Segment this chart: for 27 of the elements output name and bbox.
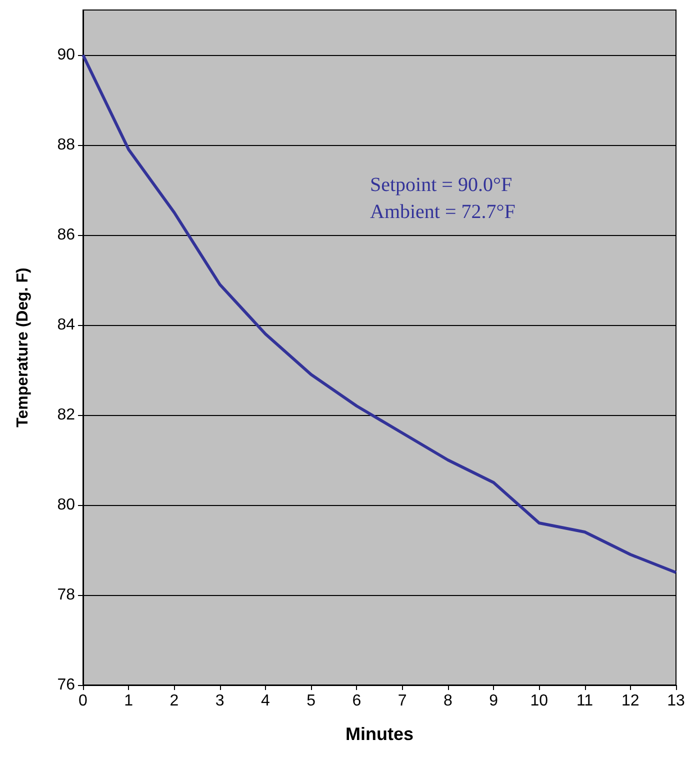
annotation: Setpoint = 90.0°F	[370, 174, 512, 196]
x-tick-label: 1	[124, 692, 134, 710]
x-axis-title: Minutes	[345, 724, 414, 744]
y-tick-label: 84	[57, 316, 76, 334]
y-tick-label: 76	[57, 676, 76, 694]
y-tick-label: 90	[57, 46, 76, 64]
x-tick-label: 6	[352, 692, 362, 710]
y-tick-label: 82	[57, 406, 76, 424]
x-tick-label: 7	[398, 692, 407, 710]
x-tick-label: 0	[78, 692, 88, 710]
x-tick-label: 12	[621, 692, 640, 710]
x-tick-label: 10	[530, 692, 548, 710]
x-tick-label: 4	[261, 692, 270, 710]
x-tick-label: 5	[306, 692, 316, 710]
line-series	[82, 54, 678, 574]
y-axis-title: Temperature (Deg. F)	[14, 268, 32, 428]
x-tick-label: 3	[215, 692, 224, 710]
x-tick-label: 8	[443, 692, 452, 710]
y-tick-label: 88	[57, 136, 76, 154]
x-tick-label: 13	[667, 692, 685, 710]
x-tick-label: 11	[576, 692, 594, 710]
annotation: Ambient = 72.7°F	[370, 201, 516, 223]
y-tick-label: 86	[57, 226, 76, 244]
y-tick-label: 78	[57, 586, 76, 604]
y-tick-label: 80	[57, 496, 76, 514]
x-tick-label: 2	[170, 692, 179, 710]
x-tick-label: 9	[489, 692, 498, 710]
